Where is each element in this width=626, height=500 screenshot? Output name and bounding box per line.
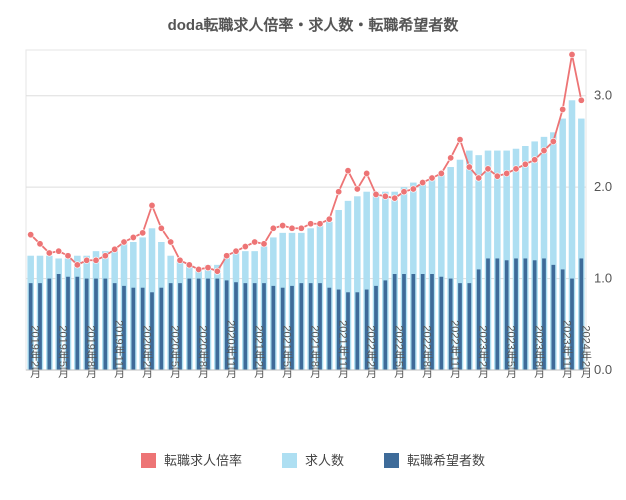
marker-ratio xyxy=(354,186,360,192)
bar-seekers xyxy=(411,274,415,370)
marker-ratio xyxy=(578,97,584,103)
bar-seekers xyxy=(383,280,387,370)
marker-ratio xyxy=(186,262,192,268)
xtick-label: 2020年11月 xyxy=(225,320,238,378)
marker-ratio xyxy=(177,257,183,263)
marker-ratio xyxy=(130,234,136,240)
bar-seekers xyxy=(187,279,191,370)
marker-ratio xyxy=(261,241,267,247)
marker-ratio xyxy=(214,268,220,274)
bar-seekers xyxy=(439,277,443,370)
bar-seekers xyxy=(131,288,135,370)
marker-ratio xyxy=(233,248,239,254)
chart-title: doda転職求人倍率・求人数・転職希望者数 xyxy=(168,16,460,34)
marker-ratio xyxy=(531,157,537,163)
bar-seekers xyxy=(271,286,275,370)
bar-seekers xyxy=(103,279,107,370)
marker-ratio xyxy=(242,243,248,249)
chart-container: doda転職求人倍率・求人数・転職希望者数0.01.02.03.02019年2月… xyxy=(0,0,626,500)
marker-ratio xyxy=(391,195,397,201)
marker-ratio xyxy=(373,191,379,197)
marker-ratio xyxy=(83,257,89,263)
bar-seekers xyxy=(495,258,499,370)
marker-ratio xyxy=(335,189,341,195)
xtick-label: 2023年11月 xyxy=(561,320,574,378)
marker-ratio xyxy=(205,264,211,270)
marker-ratio xyxy=(503,170,509,176)
marker-ratio xyxy=(46,250,52,256)
marker-ratio xyxy=(27,231,33,237)
xtick-label: 2021年11月 xyxy=(337,320,350,378)
bar-seekers xyxy=(215,279,219,370)
marker-ratio xyxy=(139,230,145,236)
legend-label: 転職希望者数 xyxy=(407,453,485,468)
legend-swatch xyxy=(384,453,399,468)
marker-ratio xyxy=(93,257,99,263)
bar-seekers xyxy=(467,283,471,370)
marker-ratio xyxy=(401,189,407,195)
xtick-label: 2019年11月 xyxy=(113,320,126,378)
bar-seekers xyxy=(75,277,79,370)
marker-ratio xyxy=(307,221,313,227)
marker-ratio xyxy=(541,147,547,153)
marker-ratio xyxy=(494,173,500,179)
marker-ratio xyxy=(251,239,257,245)
marker-ratio xyxy=(382,193,388,199)
marker-ratio xyxy=(559,106,565,112)
marker-ratio xyxy=(345,167,351,173)
marker-ratio xyxy=(317,221,323,227)
marker-ratio xyxy=(447,155,453,161)
bar-seekers xyxy=(299,283,303,370)
marker-ratio xyxy=(457,136,463,142)
marker-ratio xyxy=(419,179,425,185)
marker-ratio xyxy=(195,266,201,272)
marker-ratio xyxy=(438,170,444,176)
marker-ratio xyxy=(410,186,416,192)
legend-label: 求人数 xyxy=(305,453,344,468)
ytick-label: 2.0 xyxy=(594,179,612,194)
marker-ratio xyxy=(513,166,519,172)
marker-ratio xyxy=(429,175,435,181)
chart-svg: doda転職求人倍率・求人数・転職希望者数0.01.02.03.02019年2月… xyxy=(0,0,626,500)
marker-ratio xyxy=(363,170,369,176)
legend-swatch xyxy=(141,453,156,468)
ytick-label: 0.0 xyxy=(594,362,612,377)
marker-ratio xyxy=(466,164,472,170)
marker-ratio xyxy=(326,216,332,222)
marker-ratio xyxy=(270,225,276,231)
marker-ratio xyxy=(74,262,80,268)
marker-ratio xyxy=(158,225,164,231)
bar-seekers xyxy=(551,265,555,370)
bar-seekers xyxy=(327,288,331,370)
marker-ratio xyxy=(149,202,155,208)
marker-ratio xyxy=(289,225,295,231)
marker-ratio xyxy=(65,253,71,259)
marker-ratio xyxy=(298,225,304,231)
marker-ratio xyxy=(279,222,285,228)
legend-label: 転職求人倍率 xyxy=(164,453,242,468)
marker-ratio xyxy=(522,161,528,167)
xtick-label: 2022年11月 xyxy=(449,320,462,378)
bar-seekers xyxy=(523,258,527,370)
marker-ratio xyxy=(223,253,229,259)
marker-ratio xyxy=(167,239,173,245)
marker-ratio xyxy=(111,246,117,252)
marker-ratio xyxy=(569,51,575,57)
marker-ratio xyxy=(37,241,43,247)
marker-ratio xyxy=(485,166,491,172)
ytick-label: 3.0 xyxy=(594,88,612,103)
legend-swatch xyxy=(282,453,297,468)
bar-seekers xyxy=(355,292,359,370)
marker-ratio xyxy=(102,253,108,259)
marker-ratio xyxy=(475,175,481,181)
ytick-label: 1.0 xyxy=(594,271,612,286)
marker-ratio xyxy=(121,239,127,245)
bar-seekers xyxy=(47,279,51,370)
bar-seekers xyxy=(243,283,247,370)
marker-ratio xyxy=(55,248,61,254)
bar-seekers xyxy=(159,288,163,370)
marker-ratio xyxy=(550,138,556,144)
